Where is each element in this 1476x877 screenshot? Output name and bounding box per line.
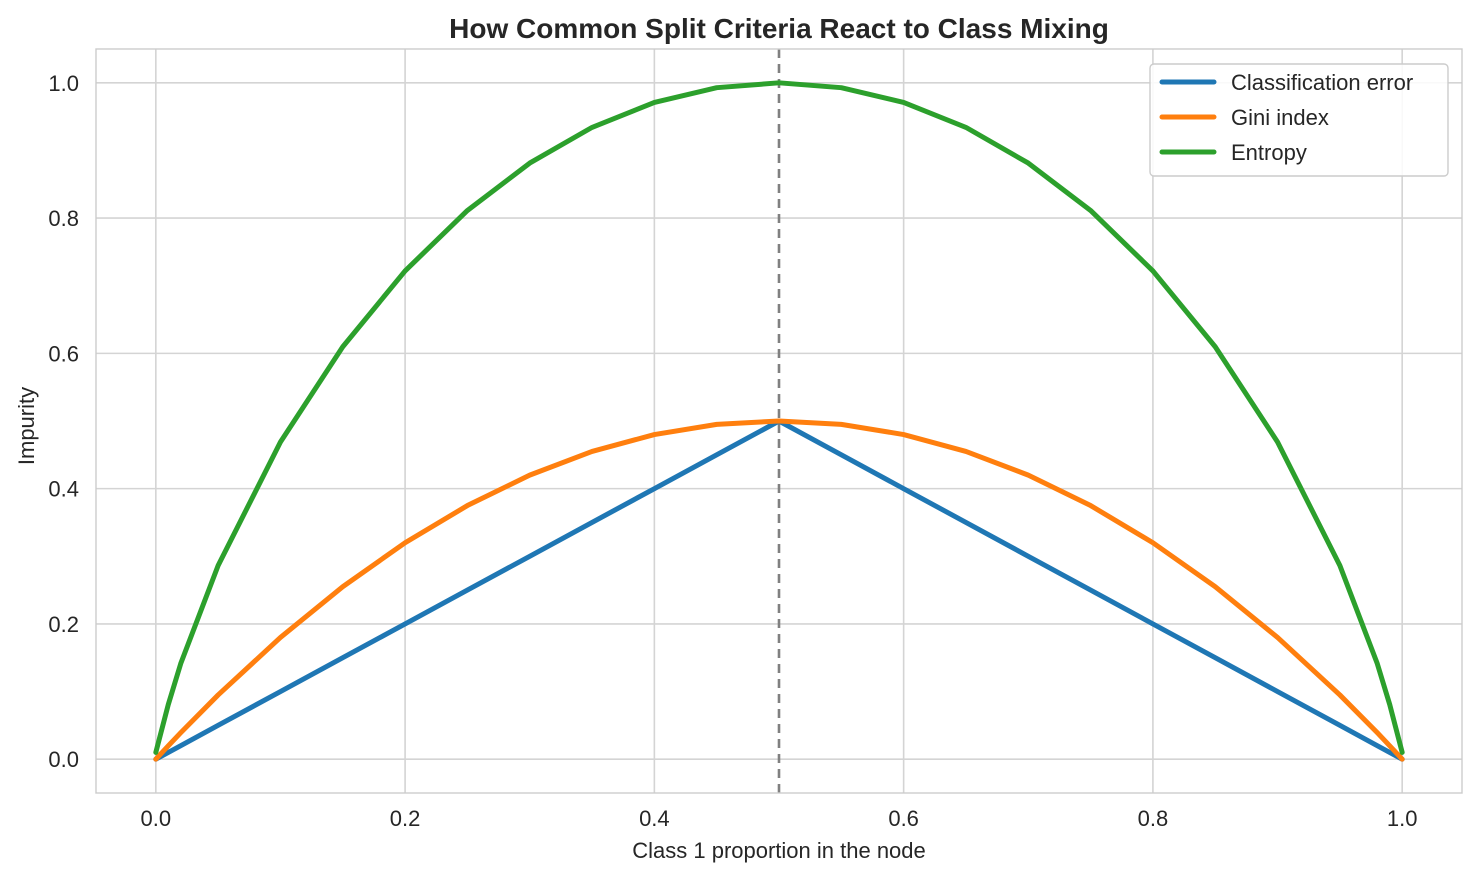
x-tick-label: 0.8 bbox=[1138, 806, 1169, 831]
plot-area-border bbox=[95, 48, 1463, 794]
y-tick-label: 0.6 bbox=[48, 341, 79, 366]
legend-entries: Classification error Gini index Entropy bbox=[1159, 70, 1413, 165]
series-group bbox=[153, 80, 1405, 762]
x-axis-label: Class 1 proportion in the node bbox=[632, 838, 926, 863]
chart-title: How Common Split Criteria React to Class… bbox=[449, 13, 1109, 44]
legend-label-gini-index: Gini index bbox=[1231, 105, 1329, 130]
series-line-entropy bbox=[153, 80, 1405, 755]
y-tick-label: 0.8 bbox=[48, 206, 79, 231]
legend-label-entropy: Entropy bbox=[1231, 140, 1307, 165]
plot-frame bbox=[95, 48, 1463, 794]
y-tick-label: 0.0 bbox=[48, 747, 79, 772]
tick-labels: 0.0 0.2 0.4 0.6 0.8 1.0 0.0 0.2 0.4 0.6 0.8 1.0 bbox=[48, 71, 1417, 831]
y-tick-label: 0.4 bbox=[48, 477, 79, 502]
x-tick-label: 1.0 bbox=[1387, 806, 1418, 831]
y-tick-label: 0.2 bbox=[48, 612, 79, 637]
series-line-gini-index bbox=[153, 418, 1405, 762]
x-tick-label: 0.2 bbox=[390, 806, 421, 831]
legend-box bbox=[1149, 63, 1449, 177]
legend-label-classification-error: Classification error bbox=[1231, 70, 1413, 95]
y-axis-label: Impurity bbox=[14, 387, 39, 465]
x-tick-label: 0.0 bbox=[141, 806, 172, 831]
x-tick-label: 0.4 bbox=[639, 806, 670, 831]
y-tick-label: 1.0 bbox=[48, 71, 79, 96]
x-tick-label: 0.6 bbox=[888, 806, 919, 831]
legend: Classification error Gini index Entropy bbox=[1149, 63, 1449, 177]
